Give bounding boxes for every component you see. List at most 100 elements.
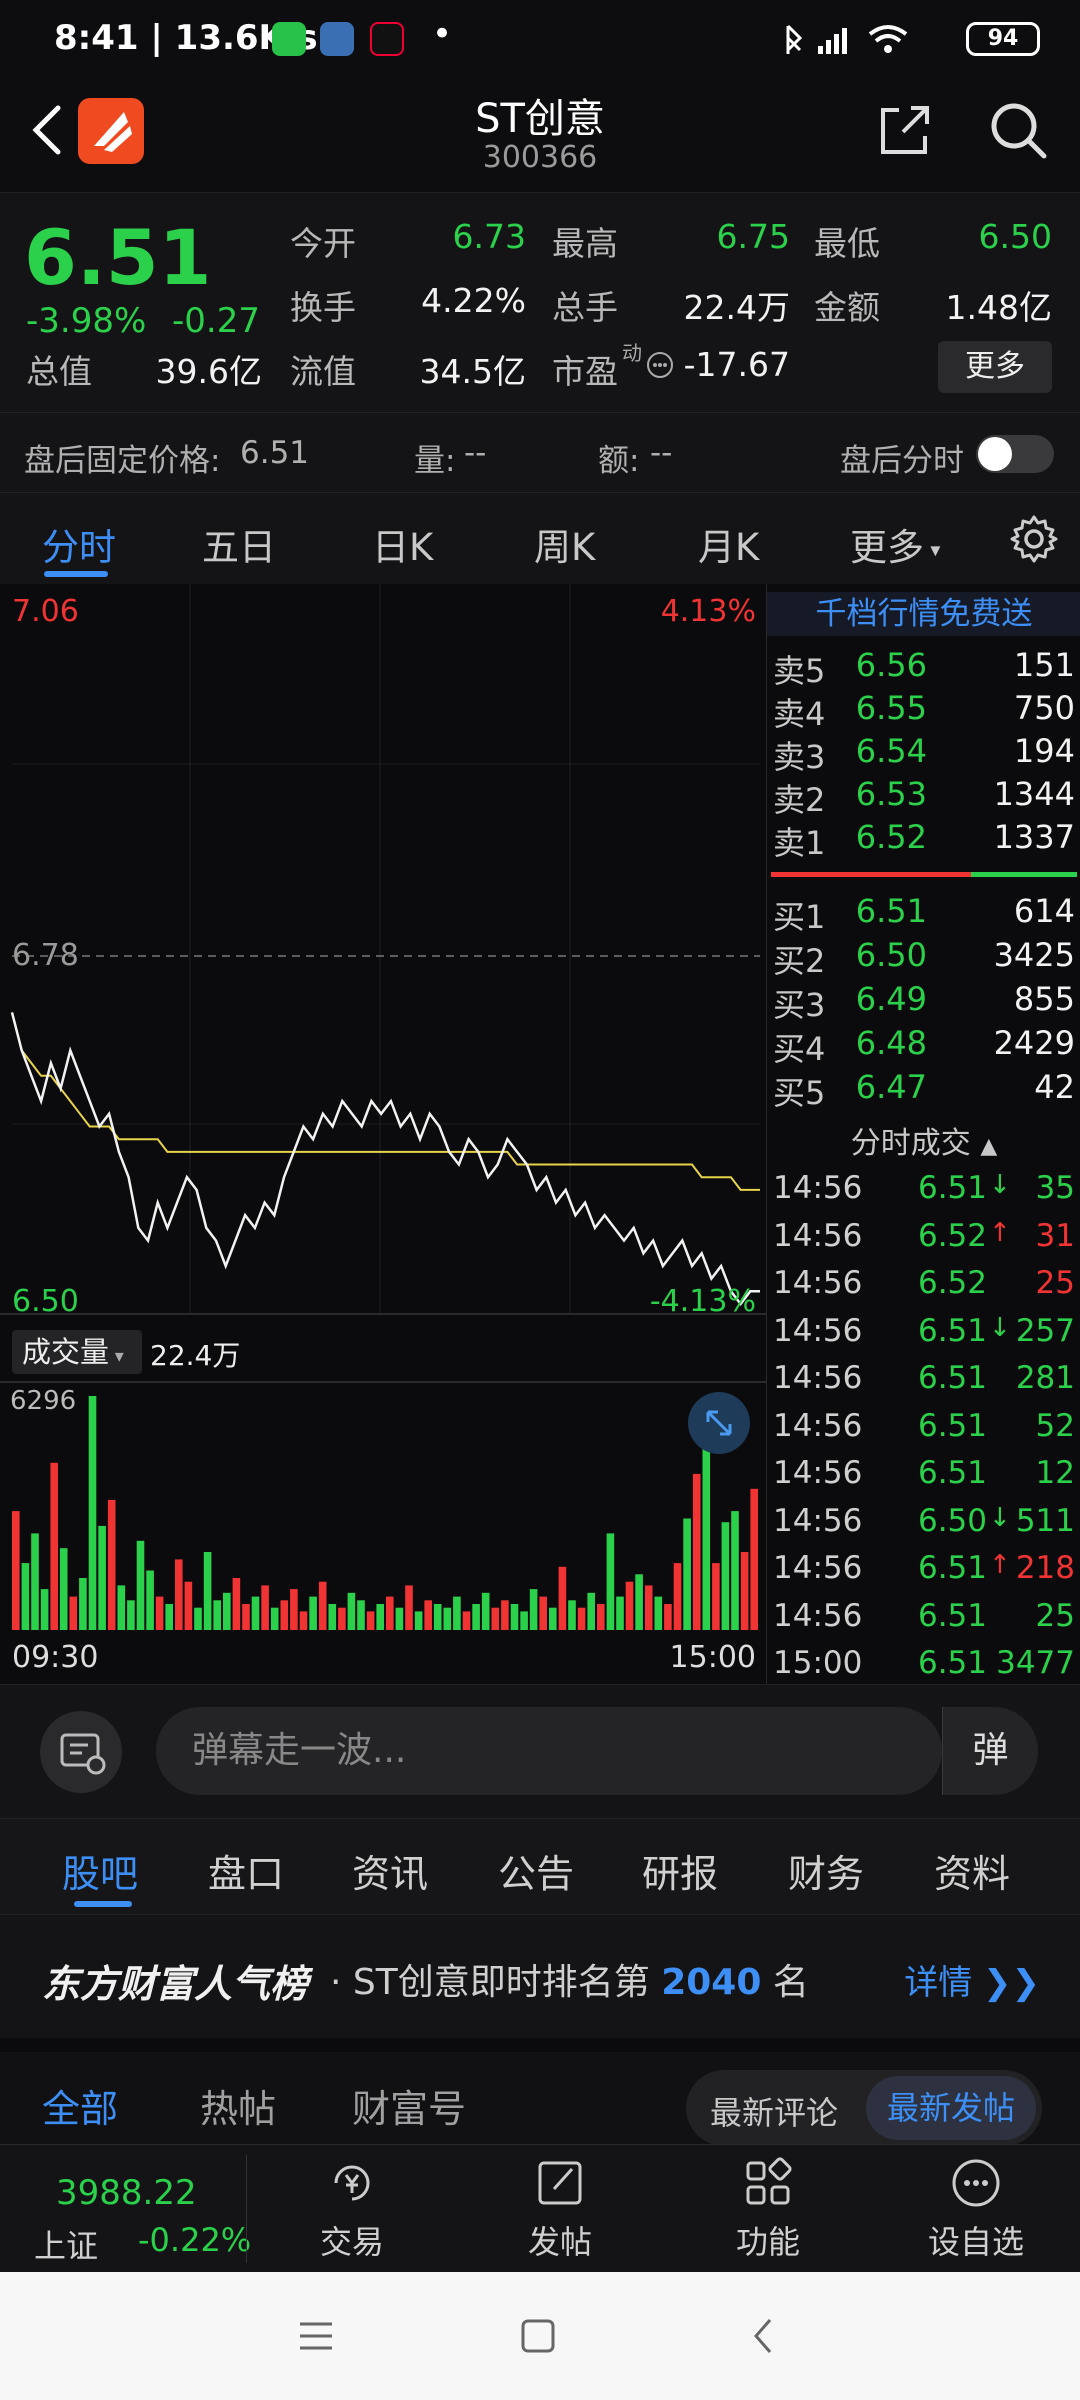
buy-row[interactable]: 买5 6.47 42 <box>767 1068 1080 1112</box>
sell-volume: 1337 <box>993 818 1075 856</box>
volume-bar <box>481 1592 490 1630</box>
gear-icon[interactable] <box>1008 513 1060 565</box>
barrage-toggle-button[interactable]: 弹 <box>942 1707 1038 1795</box>
sell-price: 6.55 <box>855 689 927 727</box>
stock-name: ST创意 <box>475 96 605 142</box>
tick-price: 6.51 <box>917 1360 987 1396</box>
pe-info-icon[interactable] <box>646 351 674 379</box>
battery-icon: 94 <box>966 22 1040 56</box>
tick-time: 14:56 <box>773 1217 863 1254</box>
volume-bar <box>194 1607 202 1630</box>
home-icon[interactable] <box>518 2316 558 2356</box>
y-low-label: 6.50 <box>12 1284 79 1319</box>
open-label: 今开 <box>290 224 356 263</box>
volume-bar <box>31 1533 39 1630</box>
intraday-chart[interactable]: 7.06 4.13% 6.78 6.50 -4.13% 成交量 ▾ 22.4万 … <box>0 584 766 1684</box>
fullscreen-icon[interactable] <box>688 1392 750 1454</box>
tick-price: 6.51 <box>917 1597 987 1634</box>
forum-tab-3[interactable]: 公告 <box>498 1852 575 1896</box>
sort-latest-post[interactable]: 最新发帖 <box>866 2076 1036 2140</box>
nav-functions[interactable]: 功能 <box>708 2155 828 2265</box>
tick-price: 6.51 <box>917 1550 987 1586</box>
volume-bar <box>290 1589 298 1630</box>
rank-detail-link[interactable]: 详情 ❯❯ <box>904 1963 1040 2003</box>
forum-tab-underline <box>74 1901 132 1907</box>
forum-tab-6[interactable]: 资料 <box>934 1852 1011 1896</box>
tab-weekly-k[interactable]: 周K <box>534 526 596 569</box>
change-percent: -3.98% <box>26 301 147 341</box>
buy-row[interactable]: 买3 6.49 855 <box>767 980 1080 1024</box>
tab-all-posts[interactable]: 全部 <box>42 2087 119 2131</box>
barrage-input[interactable]: 弹幕走一波... <box>156 1707 942 1795</box>
volume-bar <box>386 1596 394 1630</box>
forum-tab-4[interactable]: 研报 <box>642 1852 719 1896</box>
tab-underline <box>44 571 108 577</box>
turnover-label: 换手 <box>290 288 356 327</box>
sort-latest-comment[interactable]: 最新评论 <box>710 2094 839 2132</box>
share-icon[interactable] <box>875 100 935 160</box>
volume-bar <box>261 1585 269 1630</box>
tab-five-day[interactable]: 五日 <box>202 526 276 569</box>
buy-row[interactable]: 买2 6.50 3425 <box>767 936 1080 980</box>
tab-hot-posts[interactable]: 热帖 <box>200 2087 277 2131</box>
nav-post[interactable]: 发帖 <box>500 2155 620 2265</box>
search-icon[interactable] <box>986 98 1050 162</box>
after-hours-toggle[interactable] <box>976 435 1054 473</box>
sell-row[interactable]: 卖3 6.54 194 <box>767 732 1080 776</box>
volume-bar <box>376 1604 384 1630</box>
level2-promo-banner[interactable]: 千档行情免费送 <box>767 592 1080 636</box>
index-name[interactable]: 上证 <box>34 2227 99 2265</box>
forum-tab-1[interactable]: 盘口 <box>208 1852 285 1896</box>
index-value[interactable]: 3988.22 <box>56 2173 197 2213</box>
volume-bar <box>223 1592 231 1630</box>
buy-level-label: 买1 <box>773 898 826 936</box>
tab-intraday[interactable]: 分时 <box>42 526 116 569</box>
turnover-value: 4.22% <box>421 281 526 320</box>
volume-bar <box>251 1596 260 1630</box>
sell-row[interactable]: 卖2 6.53 1344 <box>767 775 1080 819</box>
more-button[interactable]: 更多 <box>938 341 1052 393</box>
volume-bar <box>213 1600 221 1630</box>
tick-row: 14:56 6.51 281 <box>767 1360 1080 1406</box>
volume-bar <box>529 1589 538 1630</box>
buy-row[interactable]: 买4 6.48 2429 <box>767 1024 1080 1068</box>
sell-row[interactable]: 卖5 6.56 151 <box>767 646 1080 690</box>
chart-tabs: 分时 五日 日K 周K 月K 更多 ▾ <box>0 492 1080 584</box>
tab-daily-k[interactable]: 日K <box>372 526 434 569</box>
volume-bar <box>433 1604 442 1630</box>
volume-indicator-select[interactable]: 成交量 ▾ <box>12 1330 142 1374</box>
sell-volume: 151 <box>1013 646 1075 684</box>
back-arrow-icon[interactable] <box>22 100 72 160</box>
back-icon[interactable] <box>744 2316 784 2356</box>
menu-icon[interactable] <box>296 2316 336 2356</box>
sell-level-label: 卖5 <box>773 652 826 690</box>
tab-more[interactable]: 更多 ▾ <box>850 526 941 569</box>
forum-tab-5[interactable]: 财务 <box>788 1852 865 1896</box>
tab-wealth-account[interactable]: 财富号 <box>352 2087 467 2131</box>
volume-bar <box>146 1570 154 1630</box>
forum-tab-0[interactable]: 股吧 <box>62 1852 139 1896</box>
rank-text: · ST创意即时排名第 2040 名 <box>330 1962 809 2003</box>
nav-add-watchlist[interactable]: 设自选 <box>916 2155 1036 2265</box>
change-amount: -0.27 <box>172 301 260 341</box>
sell-row[interactable]: 卖4 6.55 750 <box>767 689 1080 733</box>
float-cap-label: 流值 <box>290 352 356 391</box>
volume-bar <box>472 1604 480 1630</box>
tab-monthly-k[interactable]: 月K <box>698 526 760 569</box>
buy-row[interactable]: 买1 6.51 614 <box>767 892 1080 936</box>
ticks-header[interactable]: 分时成交 ▲ <box>850 1126 998 1161</box>
tick-row: 14:56 6.51 ↓ 35 <box>767 1170 1080 1216</box>
volume-bar <box>654 1596 663 1630</box>
after-hours-amt: -- <box>650 435 673 471</box>
barrage-settings-icon[interactable] <box>40 1711 122 1793</box>
volume-bar <box>98 1525 106 1630</box>
tick-price: 6.51 <box>917 1645 987 1681</box>
y-high-label: 7.06 <box>12 594 79 629</box>
nav-trade[interactable]: 交易 <box>292 2155 412 2265</box>
tick-time: 14:56 <box>773 1550 863 1586</box>
volume-bar <box>357 1600 365 1630</box>
popularity-rank-bar[interactable]: 东方财富人气榜 · ST创意即时排名第 2040 名 详情 ❯❯ <box>0 1914 1080 2038</box>
index-change[interactable]: -0.22% <box>138 2221 252 2259</box>
sell-row[interactable]: 卖1 6.52 1337 <box>767 818 1080 862</box>
forum-tab-2[interactable]: 资讯 <box>352 1852 429 1896</box>
